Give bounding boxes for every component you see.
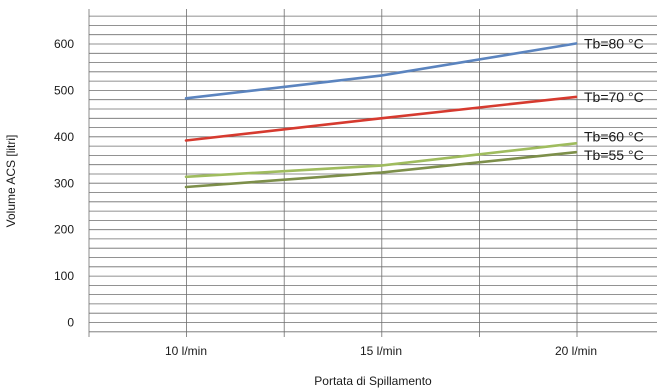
y-tick-label: 600 [54, 37, 74, 51]
series-line [184, 142, 578, 179]
series-labels: Tb=80 °C Tb=70 °C Tb=60 °C Tb=55 °C [584, 36, 644, 164]
y-tick-label: 400 [54, 130, 74, 144]
series-line [184, 150, 578, 189]
series-label: Tb=55 °C [584, 147, 644, 163]
y-tick-label: 100 [54, 269, 74, 283]
x-axis-title: Portata di Spillamento [314, 374, 432, 388]
series-line [184, 95, 578, 142]
series-label: Tb=70 °C [584, 89, 644, 105]
x-tick-label: 20 l/min [555, 344, 597, 358]
x-tick-label: 10 l/min [165, 344, 207, 358]
y-tick-label: 200 [54, 223, 74, 237]
x-axis-ticks: 10 l/min 15 l/min 20 l/min [165, 344, 597, 358]
grid [88, 9, 657, 337]
series-label: Tb=80 °C [584, 36, 644, 52]
y-tick-label: 300 [54, 176, 74, 190]
y-axis-ticks: 0 100 200 300 400 500 600 [54, 37, 74, 330]
x-tick-label: 15 l/min [360, 344, 402, 358]
series-line [184, 42, 578, 100]
series-label: Tb=60 °C [584, 128, 644, 144]
y-tick-label: 500 [54, 83, 74, 97]
series-lines [184, 42, 578, 189]
y-tick-label: 0 [67, 316, 74, 330]
y-axis-title: Volume ACS [litri] [4, 135, 18, 228]
